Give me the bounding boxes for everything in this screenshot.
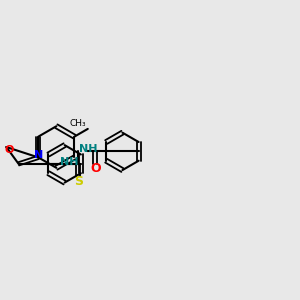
Text: O: O <box>90 162 101 175</box>
Text: S: S <box>74 175 82 188</box>
Text: CH₃: CH₃ <box>69 119 86 128</box>
Text: NH: NH <box>60 157 79 167</box>
Text: O: O <box>4 145 14 155</box>
Text: N: N <box>34 150 44 160</box>
Text: NH: NH <box>79 144 98 154</box>
